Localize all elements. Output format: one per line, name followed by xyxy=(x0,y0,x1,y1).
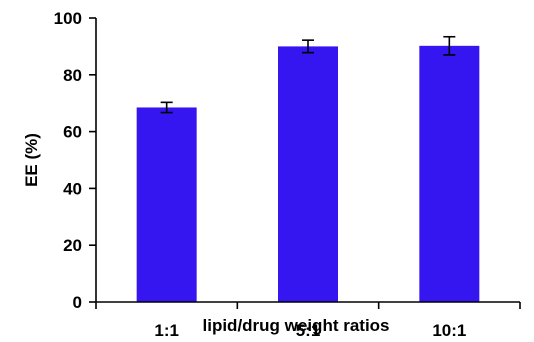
y-axis-title: EE (%) xyxy=(22,133,41,187)
x-axis-category-labels: 1:1 5:1 10:1 xyxy=(154,321,466,340)
bar xyxy=(419,45,480,302)
error-bar xyxy=(443,35,456,56)
x-category-label: 1:1 xyxy=(154,321,179,340)
y-tick-label: 100 xyxy=(54,9,82,28)
bar xyxy=(136,107,197,303)
y-tick-label: 80 xyxy=(63,66,82,85)
y-tick-label: 60 xyxy=(63,123,82,142)
x-axis-title: lipid/drug weight ratios xyxy=(203,316,390,335)
x-axis-ticks xyxy=(95,302,521,309)
y-axis-ticks: 0 20 40 60 80 100 xyxy=(54,9,96,312)
error-bar xyxy=(302,39,314,54)
bar xyxy=(278,46,338,303)
error-bar xyxy=(160,101,173,114)
x-category-label: 5:1 xyxy=(296,321,321,340)
error-bars xyxy=(160,35,456,114)
bar-series xyxy=(136,45,480,303)
y-tick-label: 40 xyxy=(63,179,82,198)
y-tick-label: 0 xyxy=(73,293,82,312)
y-tick-label: 20 xyxy=(63,236,82,255)
x-category-label: 10:1 xyxy=(432,321,466,340)
